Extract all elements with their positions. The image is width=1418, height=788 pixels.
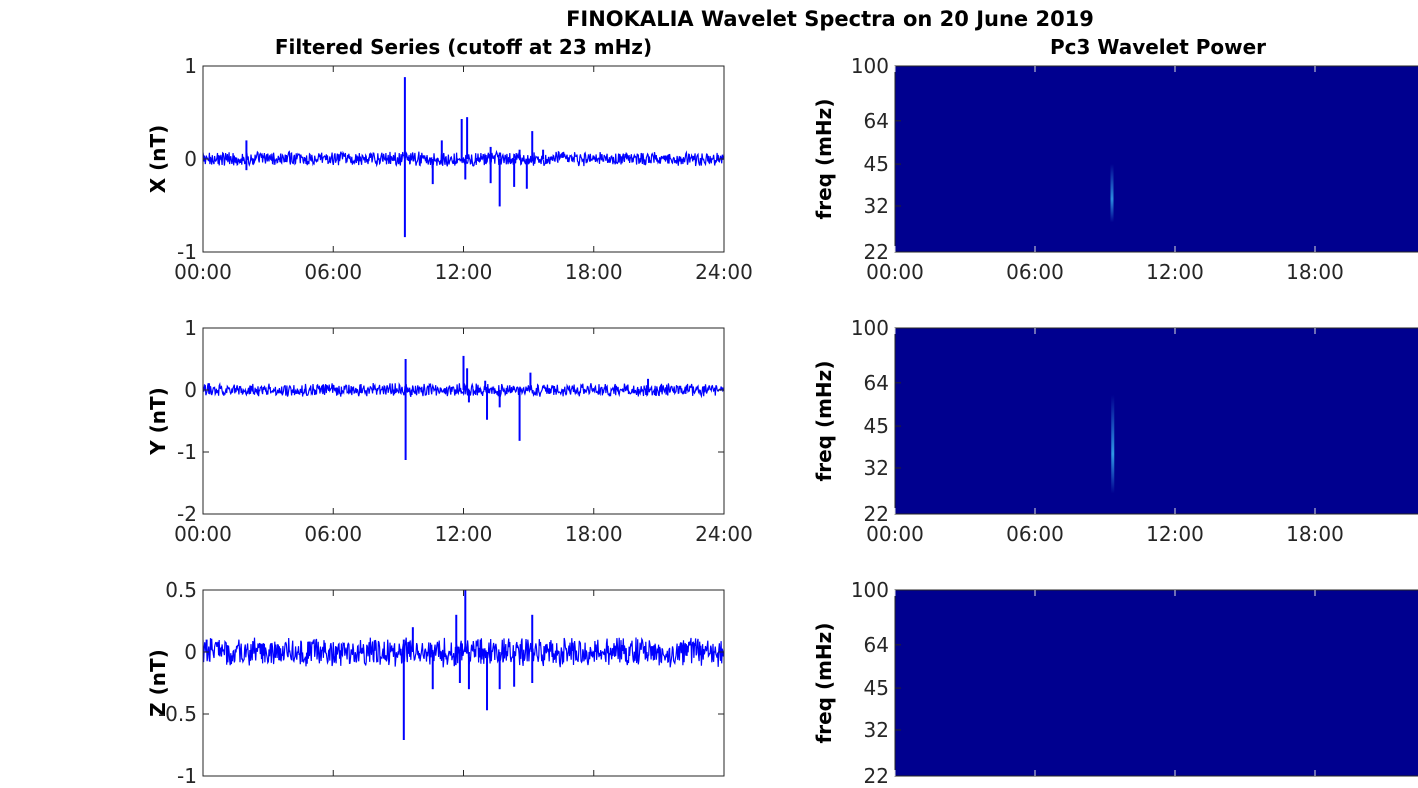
x-tick-label: 24:00 (695, 522, 753, 546)
y-tick-label: 100 (851, 54, 889, 78)
line-panel-4: Z (nT) 0.5 0 -0.5 -1 (146, 578, 725, 788)
panel-title: Filtered Series (cutoff at 23 mHz) (275, 35, 652, 59)
y-tick-label: 64 (864, 633, 889, 657)
x-tick-label: 12:00 (435, 260, 493, 284)
y-tick-label: 0 (184, 147, 197, 171)
power-peak (1111, 394, 1115, 494)
y-tick-label: -2 (177, 502, 197, 526)
panel-title: Pc3 Wavelet Power (1050, 35, 1266, 59)
y-tick-label: 32 (864, 194, 889, 218)
y-tick-label: 0.5 (165, 578, 197, 602)
y-tick-label: -0.5 (158, 702, 197, 726)
x-tick-label: 06:00 (1006, 522, 1064, 546)
y-tick-label: 32 (864, 456, 889, 480)
x-tick-label: 06:00 (304, 260, 362, 284)
heatmap-panel-1: Pc3 Wavelet Power freq (mHz) 100 64 45 32 2200… (812, 35, 1418, 284)
y-tick-label: 32 (864, 718, 889, 742)
spectrogram-field (895, 590, 1418, 776)
power-peak (1110, 164, 1114, 223)
y-tick-label: -1 (177, 240, 197, 264)
x-tick-label: 00:00 (866, 260, 924, 284)
y-tick-label: 22 (864, 240, 889, 264)
y-tick-label: 1 (184, 54, 197, 78)
y-tick-label: 0 (184, 378, 197, 402)
noise-trace (203, 149, 724, 169)
y-tick-label: 100 (851, 578, 889, 602)
subplot-grid: Filtered Series (cutoff at 23 mHz) X (nT)… (146, 35, 1418, 788)
noise-trace (203, 636, 724, 668)
x-tick-label: 18:00 (1286, 260, 1344, 284)
series-trace (203, 355, 724, 461)
y-tick-label: 22 (864, 502, 889, 526)
y-axis-label: freq (mHz) (812, 623, 836, 744)
y-axis-label: Z (nT) (146, 649, 170, 717)
y-tick-label: -1 (177, 440, 197, 464)
x-tick-label: 18:00 (565, 260, 623, 284)
x-tick-label: 12:00 (1146, 522, 1204, 546)
line-panel-2: Y (nT) 1 0 -1 -200:00 06:00 12:00 18:00 24:00 (146, 316, 753, 546)
x-tick-label: 24:00 (695, 260, 753, 284)
spectrogram-field (895, 66, 1418, 252)
figure-title: FINOKALIA Wavelet Spectra on 20 June 201… (566, 7, 1094, 31)
y-tick-label: 22 (864, 764, 889, 788)
y-tick-label: -1 (177, 764, 197, 788)
y-tick-label: 45 (864, 676, 889, 700)
y-axis-label: freq (mHz) (812, 361, 836, 482)
x-tick-label: 18:00 (1286, 522, 1344, 546)
y-axis-label: X (nT) (146, 125, 170, 194)
series-trace (203, 77, 724, 238)
x-tick-label: 12:00 (435, 522, 493, 546)
y-tick-label: 45 (864, 414, 889, 438)
y-tick-label: 0 (184, 640, 197, 664)
x-tick-label: 00:00 (174, 522, 232, 546)
series-trace (203, 590, 724, 741)
y-tick-label: 64 (864, 371, 889, 395)
spectrogram-field (895, 328, 1418, 514)
x-tick-label: 00:00 (866, 522, 924, 546)
x-tick-label: 12:00 (1146, 260, 1204, 284)
x-tick-label: 00:00 (174, 260, 232, 284)
y-axis-label: Y (nT) (146, 387, 170, 456)
y-tick-label: 1 (184, 316, 197, 340)
x-tick-label: 18:00 (565, 522, 623, 546)
noise-trace (203, 381, 724, 399)
y-tick-label: 45 (864, 152, 889, 176)
y-tick-label: 64 (864, 109, 889, 133)
line-panel-0: Filtered Series (cutoff at 23 mHz) X (nT)… (146, 35, 753, 284)
y-tick-label: 100 (851, 316, 889, 340)
x-tick-label: 06:00 (304, 522, 362, 546)
heatmap-panel-5: freq (mHz) 100 64 45 32 22 (812, 578, 1418, 788)
y-axis-label: freq (mHz) (812, 99, 836, 220)
x-tick-label: 06:00 (1006, 260, 1064, 284)
